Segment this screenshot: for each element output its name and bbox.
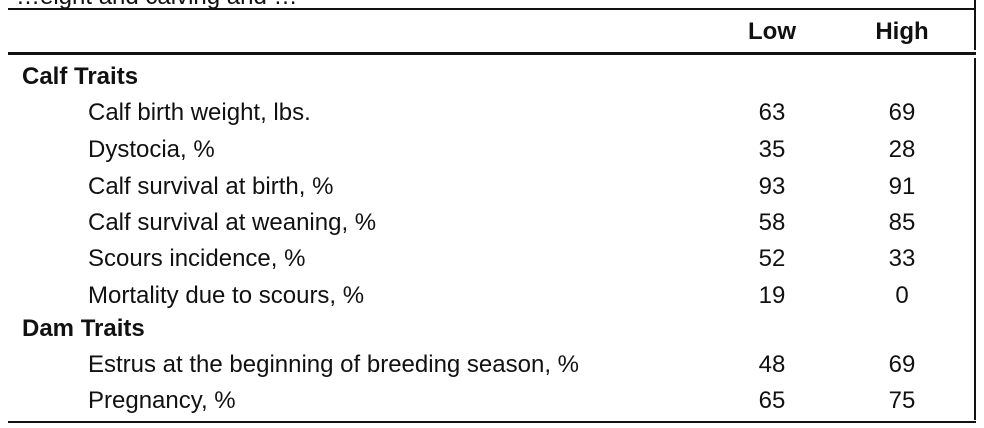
clipped-title-text: …eight and calving and … — [16, 0, 298, 8]
table-row: Calf survival at weaning, % 58 85 — [8, 204, 974, 241]
row-low-value: 65 — [758, 387, 786, 414]
row-low-value: 48 — [758, 351, 786, 378]
section-title: Calf Traits — [22, 63, 139, 90]
row-low-value: 58 — [758, 209, 786, 236]
clipped-table-title: …eight and calving and … — [8, 0, 976, 8]
section-dam-traits: Dam Traits — [8, 310, 974, 347]
row-low-value: 63 — [758, 99, 786, 126]
row-label: Calf survival at birth, % — [88, 173, 334, 200]
table-row: Pregnancy, % 65 75 — [8, 382, 974, 419]
bottom-rule — [8, 421, 976, 423]
row-label: Scours incidence, % — [88, 245, 306, 272]
table-row: Estrus at the beginning of breeding seas… — [8, 346, 974, 383]
row-label: Calf birth weight, lbs. — [88, 99, 311, 126]
row-label: Mortality due to scours, % — [88, 282, 365, 309]
row-low-value: 52 — [758, 245, 786, 272]
header-rule — [8, 52, 976, 55]
row-high-value: 91 — [888, 173, 916, 200]
row-label: Pregnancy, % — [88, 387, 236, 414]
section-calf-traits: Calf Traits — [8, 58, 974, 95]
row-high-value: 0 — [895, 282, 909, 309]
table-row: Dystocia, % 35 28 — [8, 131, 974, 168]
row-label: Estrus at the beginning of breeding seas… — [88, 351, 579, 378]
row-high-value: 69 — [888, 99, 916, 126]
row-high-value: 28 — [888, 136, 916, 163]
section-title: Dam Traits — [22, 315, 145, 342]
header-high: High — [875, 18, 929, 45]
table-row: Mortality due to scours, % 19 0 — [8, 277, 974, 314]
table-body: Calf Traits Calf birth weight, lbs. 63 6… — [8, 58, 976, 420]
row-low-value: 35 — [758, 136, 786, 163]
row-high-value: 69 — [888, 351, 916, 378]
top-rule — [8, 8, 976, 10]
table-row: Scours incidence, % 52 33 — [8, 240, 974, 277]
row-high-value: 33 — [888, 245, 916, 272]
row-high-value: 75 — [888, 387, 916, 414]
row-low-value: 19 — [758, 282, 786, 309]
row-label: Calf survival at weaning, % — [88, 209, 377, 236]
row-high-value: 85 — [888, 209, 916, 236]
header-low: Low — [748, 18, 796, 45]
table-row: Calf birth weight, lbs. 63 69 — [8, 94, 974, 131]
row-label: Dystocia, % — [88, 136, 215, 163]
data-table: …eight and calving and … Low High Calf T… — [8, 0, 976, 428]
header-row: Low High — [8, 10, 976, 50]
row-low-value: 93 — [758, 173, 786, 200]
table-row: Calf survival at birth, % 93 91 — [8, 168, 974, 205]
